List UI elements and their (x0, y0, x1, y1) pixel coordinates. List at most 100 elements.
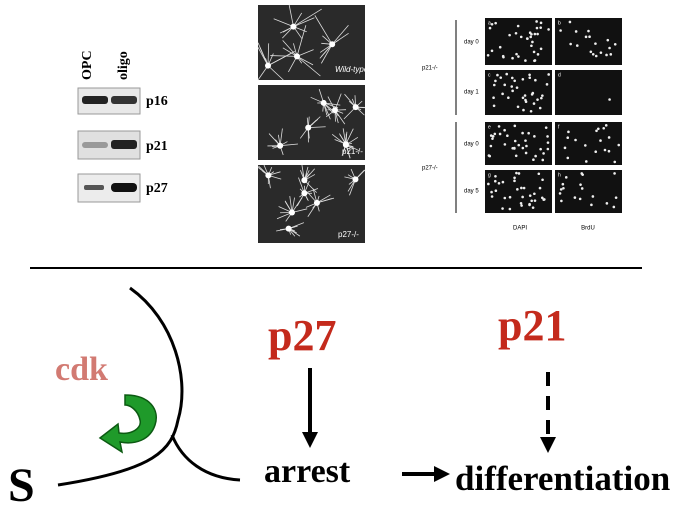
fluorescence-panel: b (555, 18, 622, 65)
nucleus (501, 207, 504, 210)
nucleus (519, 35, 523, 39)
nucleus (533, 192, 536, 196)
nucleus (498, 132, 502, 136)
nucleus (613, 43, 617, 46)
nucleus (530, 44, 533, 48)
panel-bg (555, 122, 622, 165)
cell-cycle-diagram: cdk S p27 p21 arrest differentiation (8, 286, 670, 508)
nucleus (529, 109, 533, 113)
nucleus (562, 186, 565, 190)
nucleus (493, 179, 497, 183)
cell (290, 23, 297, 30)
fluorescence-panel: e (485, 122, 552, 165)
nucleus (532, 158, 535, 162)
nucleus (517, 55, 520, 58)
nucleus (530, 199, 533, 203)
nucleus (508, 33, 511, 37)
nucleus (594, 150, 598, 154)
nucleus (527, 131, 530, 135)
nucleus (533, 59, 536, 63)
nucleus (566, 136, 570, 140)
nucleus (538, 106, 542, 110)
day-label: day 0 (464, 40, 479, 46)
nucleus (490, 22, 494, 26)
nucleus (528, 73, 531, 77)
nucleus (602, 126, 606, 130)
cell (285, 225, 292, 232)
nucleus (568, 20, 572, 24)
nucleus (511, 89, 514, 93)
nucleus (487, 182, 490, 186)
nucleus (567, 130, 570, 134)
nucleus (516, 24, 520, 28)
nucleus (516, 188, 519, 191)
process (267, 43, 270, 66)
nucleus (514, 154, 518, 158)
nucleus (514, 31, 518, 35)
nucleus (613, 160, 617, 164)
panel-bg (485, 122, 552, 165)
cell (342, 141, 349, 148)
western-blot: OPC oligo p16 p21 p27 (77, 50, 168, 203)
nucleus (533, 199, 537, 202)
nucleus (493, 132, 497, 136)
cell (265, 62, 272, 69)
nucleus (541, 94, 544, 97)
nucleus (541, 178, 544, 182)
nucleus (579, 183, 582, 186)
cell (301, 177, 308, 184)
nucleus (559, 188, 563, 191)
brdu-panel: h g f e d c b a p21-/- p27-/- day 0 day 1 day 0… (422, 18, 622, 232)
phase-label: S (8, 459, 35, 508)
process (320, 44, 333, 64)
nucleus (547, 28, 550, 31)
day-label: day 0 (464, 142, 479, 148)
nucleus (503, 143, 507, 146)
process (319, 44, 333, 59)
genotype-label: p27-/- (422, 166, 438, 172)
nucleus (531, 206, 535, 209)
nucleus (497, 181, 501, 185)
nucleus (608, 98, 611, 101)
nucleus (580, 187, 584, 190)
nucleus (604, 124, 608, 127)
nucleus (536, 98, 539, 101)
micrograph (257, 164, 366, 243)
nucleus (515, 86, 519, 89)
nucleus (528, 194, 532, 197)
process (293, 17, 315, 27)
nucleus (534, 78, 537, 82)
nucleus (489, 144, 493, 148)
micrograph (257, 4, 365, 81)
nucleus (503, 128, 506, 132)
nucleus (510, 85, 514, 88)
column-label: BrdU (581, 226, 595, 232)
nucleus (510, 76, 514, 80)
nucleus (515, 171, 518, 175)
panel-letter: h (558, 172, 561, 178)
process (282, 40, 298, 57)
nucleus (525, 37, 529, 40)
nucleus (594, 42, 597, 45)
nucleus (522, 108, 525, 112)
band-label: p27 (146, 181, 168, 196)
fluorescence-panel: h (555, 170, 622, 213)
nucleus (608, 46, 611, 50)
nucleus (492, 83, 496, 87)
nucleus (613, 172, 616, 175)
nucleus (561, 182, 565, 186)
nucleus (513, 139, 517, 143)
nucleus (521, 77, 525, 81)
nucleus (533, 135, 536, 138)
nucleus (545, 83, 549, 86)
cell (331, 107, 338, 114)
band (82, 142, 108, 148)
nucleus (534, 154, 537, 158)
fluorescence-panel: f (555, 122, 622, 165)
nucleus (538, 186, 542, 190)
nucleus (599, 139, 602, 142)
panel-letter: e (488, 124, 491, 130)
process (273, 18, 294, 27)
nucleus (525, 144, 528, 148)
